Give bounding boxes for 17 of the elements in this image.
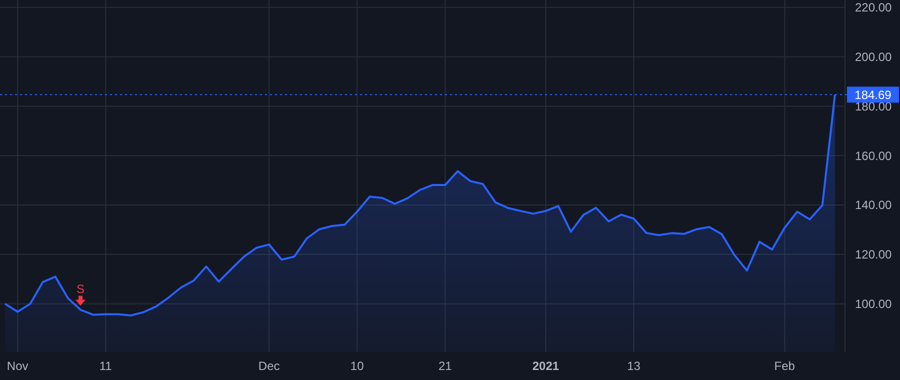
y-tick-label: 220.00 xyxy=(855,0,892,15)
y-tick-label: 160.00 xyxy=(855,148,892,163)
y-tick-label: 140.00 xyxy=(855,198,892,212)
y-tick-label: 200.00 xyxy=(855,50,892,64)
x-tick-label: 2021 xyxy=(532,359,560,373)
x-tick-label: 21 xyxy=(438,359,452,373)
annotation: S xyxy=(76,282,84,296)
x-tick-label: 13 xyxy=(627,359,641,373)
y-tick-label: 180.00 xyxy=(855,99,892,114)
x-tick-label: Dec xyxy=(258,359,280,373)
y-tick-label: 100.00 xyxy=(855,297,892,312)
x-tick-label: Nov xyxy=(6,359,28,373)
x-tick-label: 11 xyxy=(99,359,112,373)
y-tick-label: 120.00 xyxy=(855,248,892,262)
ref-line-label: 184.69 xyxy=(854,88,892,102)
x-tick-label: 10 xyxy=(350,359,364,373)
x-tick-label: Feb xyxy=(774,359,796,373)
